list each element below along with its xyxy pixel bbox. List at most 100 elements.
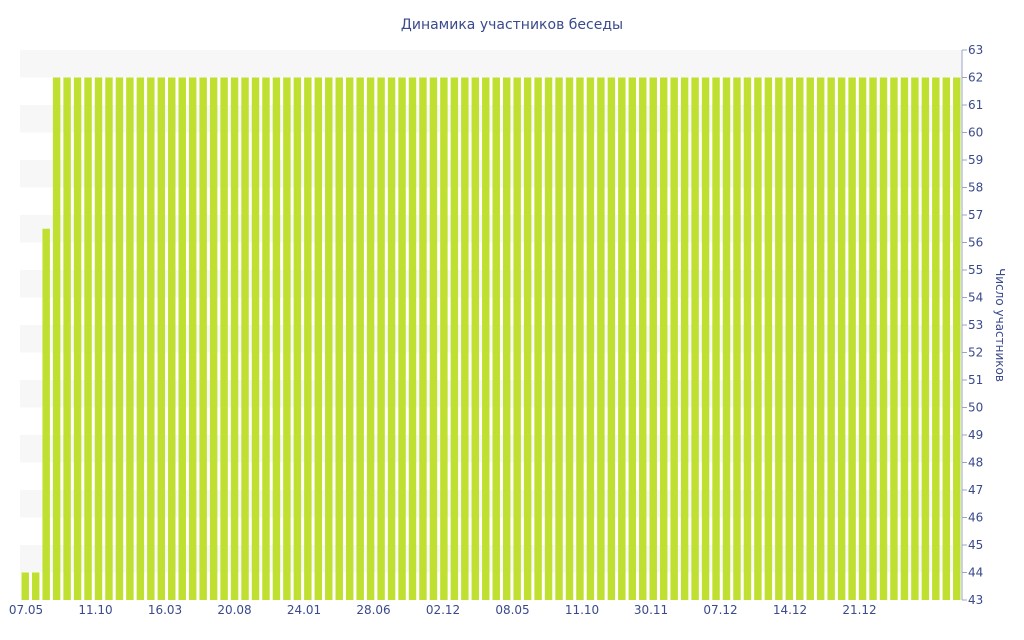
bar[interactable]	[408, 77, 417, 601]
bar[interactable]	[356, 77, 364, 601]
bar[interactable]	[733, 77, 741, 601]
bar[interactable]	[42, 228, 50, 600]
x-tick-label: 14.12	[773, 603, 807, 617]
bar[interactable]	[335, 77, 343, 601]
bar[interactable]	[115, 77, 124, 601]
bar[interactable]	[816, 77, 825, 601]
bar[interactable]	[754, 77, 762, 601]
bar[interactable]	[283, 77, 291, 601]
bar[interactable]	[691, 77, 699, 601]
y-tick-label: 60	[968, 126, 983, 140]
bar[interactable]	[523, 77, 532, 601]
bar[interactable]	[544, 77, 553, 601]
bar[interactable]	[890, 77, 898, 601]
bar[interactable]	[932, 77, 940, 601]
y-tick-label: 55	[968, 263, 983, 277]
bar[interactable]	[628, 77, 637, 601]
bar[interactable]	[722, 77, 731, 601]
bar[interactable]	[126, 77, 134, 601]
bar[interactable]	[743, 77, 752, 601]
bar[interactable]	[921, 77, 930, 601]
bar[interactable]	[471, 77, 480, 601]
bar[interactable]	[157, 77, 166, 601]
bar[interactable]	[450, 77, 459, 601]
bar[interactable]	[555, 77, 563, 601]
bar[interactable]	[440, 77, 448, 601]
bar[interactable]	[649, 77, 657, 601]
bar[interactable]	[869, 77, 877, 601]
bar[interactable]	[659, 77, 668, 601]
y-axis-title: Число участников	[993, 268, 1007, 382]
bar[interactable]	[586, 77, 595, 601]
bar[interactable]	[492, 77, 500, 601]
bar[interactable]	[576, 77, 584, 601]
grid-band	[20, 380, 962, 408]
bar[interactable]	[251, 77, 260, 601]
bar[interactable]	[262, 77, 270, 601]
bar[interactable]	[461, 77, 469, 601]
bar[interactable]	[953, 77, 961, 601]
bar[interactable]	[429, 77, 438, 601]
bar[interactable]	[230, 77, 239, 601]
bar[interactable]	[84, 77, 92, 601]
bar[interactable]	[293, 77, 302, 601]
bar[interactable]	[220, 77, 228, 601]
bar[interactable]	[534, 77, 542, 601]
bar[interactable]	[502, 77, 511, 601]
bar[interactable]	[680, 77, 689, 601]
bar[interactable]	[178, 77, 186, 601]
bar[interactable]	[513, 77, 521, 601]
bar[interactable]	[670, 77, 678, 601]
bar[interactable]	[31, 572, 40, 601]
bar[interactable]	[168, 77, 176, 601]
bar[interactable]	[105, 77, 113, 601]
bar[interactable]	[209, 77, 218, 601]
bar[interactable]	[398, 77, 406, 601]
bar[interactable]	[304, 77, 312, 601]
bar[interactable]	[827, 77, 835, 601]
bar[interactable]	[900, 77, 909, 601]
bar[interactable]	[314, 77, 323, 601]
bar[interactable]	[387, 77, 396, 601]
bar[interactable]	[712, 77, 720, 601]
bar[interactable]	[837, 77, 846, 601]
bar[interactable]	[63, 77, 71, 601]
bar[interactable]	[73, 77, 82, 601]
bar[interactable]	[858, 77, 867, 601]
y-tick-label: 61	[968, 98, 983, 112]
bar[interactable]	[199, 77, 207, 601]
bar[interactable]	[377, 77, 385, 601]
bar[interactable]	[879, 77, 888, 601]
bar[interactable]	[796, 77, 804, 601]
bar[interactable]	[325, 77, 333, 601]
bar[interactable]	[272, 77, 281, 601]
y-tick-label: 51	[968, 373, 983, 387]
y-tick-label: 59	[968, 153, 983, 167]
bar[interactable]	[147, 77, 155, 601]
bar[interactable]	[136, 77, 145, 601]
bar[interactable]	[775, 77, 783, 601]
bar[interactable]	[806, 77, 814, 601]
bar[interactable]	[345, 77, 354, 601]
bar[interactable]	[241, 77, 249, 601]
bar[interactable]	[94, 77, 103, 601]
bar[interactable]	[911, 77, 919, 601]
x-tick-label: 30.11	[634, 603, 668, 617]
bar[interactable]	[188, 77, 197, 601]
bar[interactable]	[607, 77, 616, 601]
bar[interactable]	[21, 572, 29, 601]
bar[interactable]	[366, 77, 375, 601]
bar[interactable]	[565, 77, 574, 601]
bar[interactable]	[639, 77, 647, 601]
bar[interactable]	[419, 77, 427, 601]
bar[interactable]	[701, 77, 710, 601]
bar[interactable]	[52, 77, 61, 601]
bar[interactable]	[618, 77, 626, 601]
bar[interactable]	[848, 77, 856, 601]
bar[interactable]	[785, 77, 794, 601]
y-tick-label: 62	[968, 71, 983, 85]
bar[interactable]	[482, 77, 490, 601]
bar[interactable]	[597, 77, 605, 601]
bar[interactable]	[764, 77, 773, 601]
bar[interactable]	[942, 77, 951, 601]
